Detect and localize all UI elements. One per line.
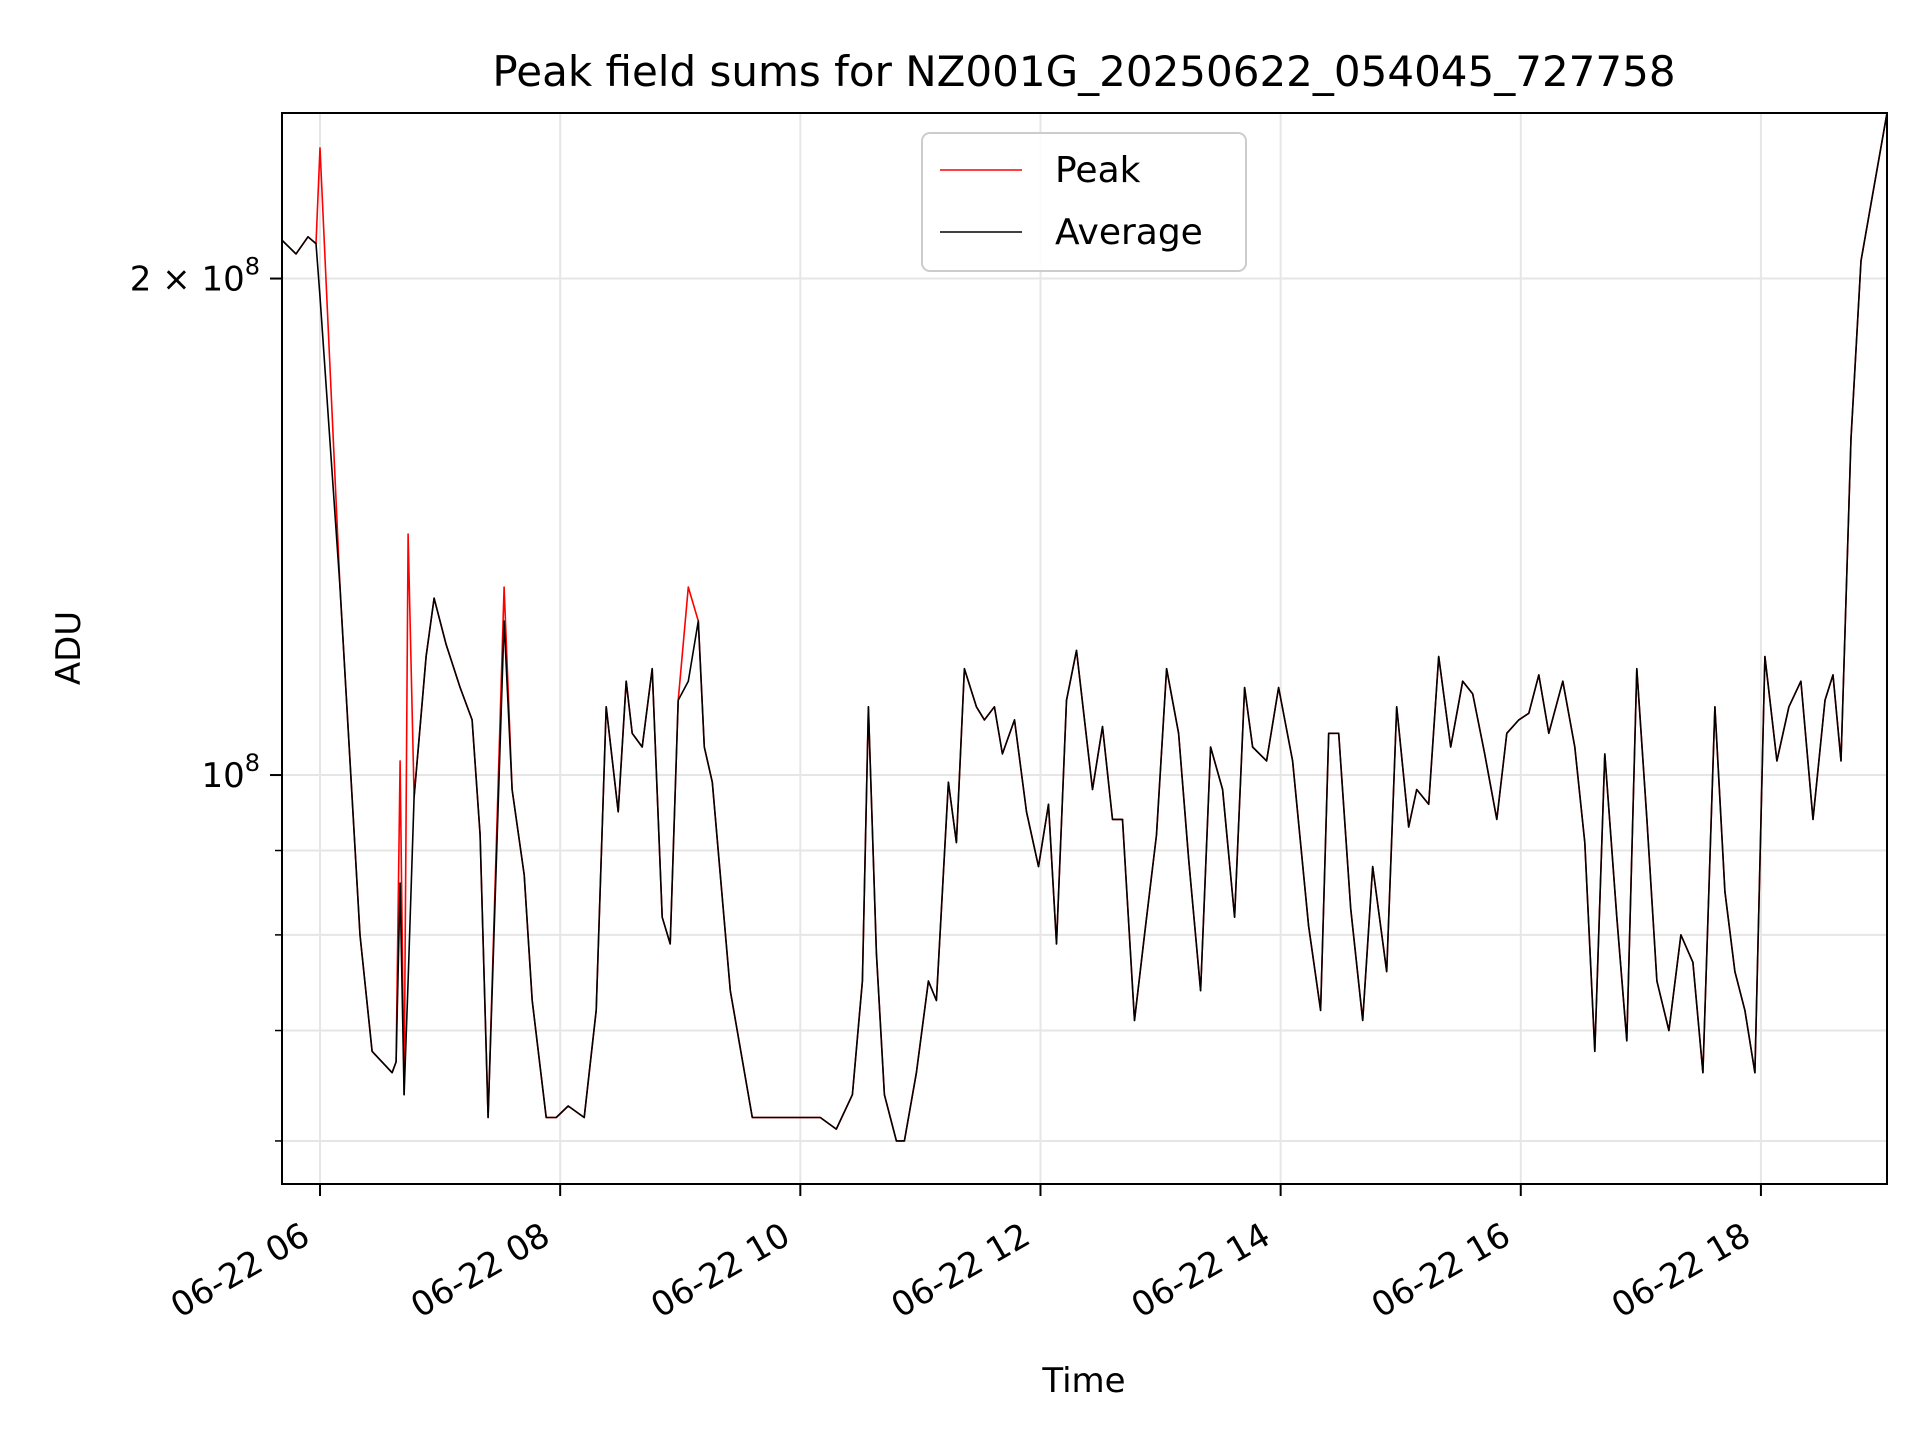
legend: Peak Average [921,132,1247,272]
y-tick-label-exponent-1: 8 [245,253,260,281]
y-tick-label-base-1: 2 × 10 [130,260,245,300]
legend-label-average: Average [1055,212,1203,253]
y-tick-label-0: 108 [201,749,260,796]
y-tick-label-exponent-0: 8 [245,749,260,777]
series-line-average [282,113,1887,1142]
x-axis-label: Time [1041,1361,1125,1401]
plot-frame [281,112,1888,1185]
y-tick-label-base-0: 10 [201,756,244,796]
series-layer [282,113,1887,1142]
legend-label-peak: Peak [1055,150,1141,191]
y-tick-label-1: 2 × 108 [130,253,260,300]
y-axis-label: ADU [49,611,89,685]
chart-title: Peak field sums for NZ001G_20250622_0540… [492,47,1675,96]
legend-box [921,132,1247,272]
grid-lines [282,113,1887,1184]
